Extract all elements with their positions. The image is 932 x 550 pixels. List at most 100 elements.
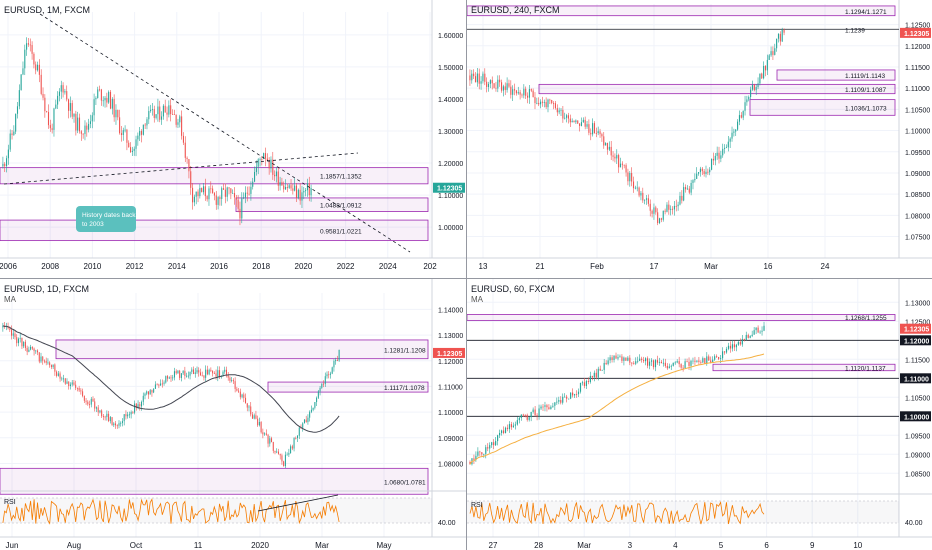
monthly-chart-title: EURUSD, 1M, FXCM bbox=[4, 5, 91, 15]
candle-body bbox=[749, 336, 751, 338]
candle-body bbox=[26, 43, 28, 50]
candle-body bbox=[163, 382, 165, 384]
candle-body bbox=[633, 362, 635, 364]
y-tick-label: 1.09500 bbox=[905, 433, 930, 440]
candle-body bbox=[678, 361, 680, 365]
candle-body bbox=[149, 390, 151, 395]
candle-body bbox=[26, 347, 28, 352]
candle-body bbox=[251, 414, 253, 419]
candle-body bbox=[168, 377, 170, 379]
candle-body bbox=[499, 79, 501, 83]
current-price-badge bbox=[433, 347, 465, 358]
candle-body bbox=[133, 148, 135, 151]
candle-body bbox=[303, 419, 305, 424]
candle-body bbox=[654, 360, 657, 368]
candle-body bbox=[743, 338, 745, 341]
candle-body bbox=[493, 83, 495, 88]
candle-body bbox=[629, 357, 631, 363]
zone-box bbox=[55, 339, 429, 360]
candle-body bbox=[479, 451, 481, 453]
candle-body bbox=[260, 422, 262, 433]
candle-body bbox=[611, 357, 613, 360]
y-tick-label: 1.13000 bbox=[438, 333, 463, 340]
candle-body bbox=[532, 409, 534, 412]
candle-body bbox=[18, 90, 20, 107]
y-tick-label: 1.40000 bbox=[438, 97, 463, 104]
candle-body bbox=[27, 43, 29, 45]
x-tick-label: 2016 bbox=[210, 262, 228, 271]
candle-body bbox=[556, 401, 558, 403]
candle-body bbox=[139, 131, 141, 136]
candle-body bbox=[484, 73, 486, 82]
candle-body bbox=[650, 360, 653, 362]
candle-body bbox=[487, 83, 490, 87]
zone-box bbox=[712, 363, 896, 372]
candle-body bbox=[277, 171, 279, 186]
candle-body bbox=[761, 330, 763, 332]
candle-body bbox=[38, 352, 40, 362]
candle-body bbox=[85, 400, 87, 402]
current-price-label: 1.12305 bbox=[437, 351, 462, 358]
zone-label: 1.1036/1.1073 bbox=[845, 105, 887, 112]
candle-body bbox=[202, 186, 205, 193]
candle-body bbox=[6, 158, 8, 167]
candle-body bbox=[690, 182, 692, 193]
candle-body bbox=[326, 374, 328, 377]
candle-body bbox=[580, 122, 583, 126]
x-tick-label: 2024 bbox=[379, 262, 397, 271]
candle-body bbox=[595, 133, 597, 134]
candle-body bbox=[91, 115, 93, 122]
candle-body bbox=[637, 360, 639, 362]
candle-body bbox=[625, 357, 627, 361]
y-tick-label: 1.07500 bbox=[905, 235, 930, 242]
h4-chart-panel: 13 21 Feb 17 Mar 16 24 1.12500 1.12000 1.11500 1.1… bbox=[467, 0, 932, 278]
level-badge-label: 1.10000 bbox=[904, 414, 929, 421]
candle-body bbox=[474, 76, 477, 83]
candle-body bbox=[45, 360, 47, 363]
candle-body bbox=[203, 375, 205, 378]
candle-body bbox=[638, 187, 640, 196]
candle-body bbox=[664, 210, 666, 212]
candle-body bbox=[751, 84, 754, 90]
candle-body bbox=[475, 455, 477, 460]
y-tick-label: 1.08000 bbox=[905, 213, 930, 220]
candle-body bbox=[111, 417, 113, 426]
candle-body bbox=[135, 403, 137, 408]
candle-body bbox=[283, 185, 285, 190]
candle-body bbox=[770, 51, 772, 56]
x-tick-label: 11 bbox=[194, 541, 203, 550]
candle-body bbox=[737, 121, 739, 130]
candle-body bbox=[119, 117, 121, 134]
candle-body bbox=[701, 168, 703, 172]
candle-body bbox=[690, 360, 692, 366]
candle-body bbox=[575, 120, 577, 123]
candle-body bbox=[469, 461, 471, 465]
candle-body bbox=[708, 356, 710, 361]
h4-chart-title: EURUSD, 240, FXCM bbox=[471, 5, 560, 15]
candle-body bbox=[491, 442, 493, 446]
candle-body bbox=[193, 196, 195, 203]
candle-body bbox=[75, 113, 77, 131]
candle-body bbox=[83, 396, 85, 401]
candle-body bbox=[68, 99, 70, 111]
candle-body bbox=[662, 362, 664, 364]
zone-box bbox=[235, 197, 429, 212]
candle-body bbox=[591, 375, 593, 378]
y-tick-label: 1.30000 bbox=[438, 129, 463, 136]
candle-body bbox=[725, 348, 728, 353]
candle-body bbox=[80, 390, 82, 392]
candle-body bbox=[314, 402, 316, 408]
candle-body bbox=[523, 88, 525, 96]
candle-body bbox=[588, 124, 590, 133]
candle-body bbox=[651, 210, 653, 214]
candle-body bbox=[250, 406, 252, 415]
candle-body bbox=[629, 173, 631, 182]
candle-body bbox=[495, 87, 497, 89]
candle-body bbox=[86, 125, 88, 130]
candle-body bbox=[572, 392, 574, 396]
candle-body bbox=[9, 133, 11, 150]
candle-body bbox=[639, 358, 641, 361]
candle-body bbox=[271, 438, 273, 442]
candle-body bbox=[150, 109, 152, 112]
candle-body bbox=[224, 189, 226, 197]
